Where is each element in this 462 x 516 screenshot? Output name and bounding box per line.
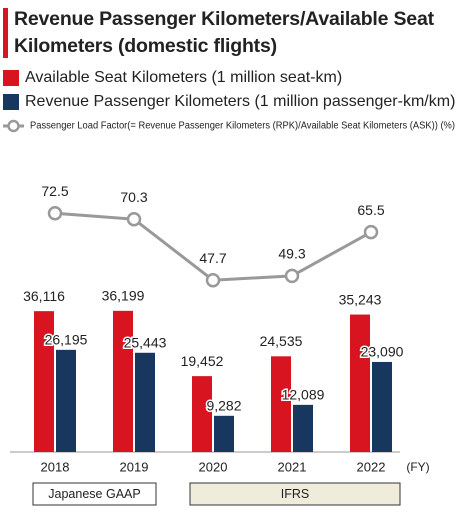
value-label: 72.5 [41, 183, 68, 199]
bar [372, 361, 392, 452]
line-marker [363, 224, 379, 240]
legend-label: Revenue Passenger Kilometers (1 million … [25, 93, 455, 110]
value-label: 70.3 [120, 189, 147, 205]
legend-marker [7, 119, 20, 133]
x-tick-label: 2019 [120, 459, 149, 474]
value-label: 26,195 [45, 332, 88, 348]
value-label: 47.7 [199, 250, 226, 266]
line-marker [205, 272, 221, 288]
value-label: 36,116 [23, 288, 65, 304]
value-label: 23,090 [361, 344, 404, 360]
bar [113, 310, 133, 452]
x-tick-label: 2020 [199, 459, 228, 474]
bar [34, 311, 54, 452]
x-tick-label: 2021 [278, 459, 307, 474]
line [54, 211, 372, 282]
value-label: 35,243 [339, 291, 382, 307]
bar [56, 349, 76, 452]
x-tick-label: 2022 [357, 459, 386, 474]
bar [214, 415, 234, 452]
segment-box [32, 482, 157, 506]
legend-label: Passenger Load Factor(= Revenue Passenge… [30, 121, 455, 132]
value-label: 25,443 [124, 334, 167, 350]
bar [293, 404, 313, 452]
bar [350, 314, 370, 452]
legend-label: Available Seat Kilometers (1 million sea… [25, 69, 342, 86]
line-marker [126, 211, 142, 227]
value-label: 36,199 [102, 288, 145, 304]
x-unit: (FY) [406, 460, 429, 474]
legend-swatch [3, 70, 19, 86]
value-label: 49.3 [278, 246, 305, 262]
line-marker [284, 268, 300, 284]
bar [271, 356, 291, 452]
value-label: 24,535 [260, 333, 303, 349]
bar [135, 352, 155, 452]
segment-box [189, 482, 401, 506]
chart-title: Revenue Passenger Kilometers/Available S… [14, 8, 434, 57]
segment-label: Japanese GAAP [48, 487, 140, 501]
value-label: 12,089 [282, 387, 325, 403]
value-label: 65.5 [357, 202, 384, 218]
legend-swatch [3, 94, 19, 110]
line-marker [47, 206, 63, 221]
value-label: 19,452 [181, 353, 224, 369]
segment-label: IFRS [281, 487, 309, 501]
bar [192, 376, 212, 452]
x-tick-label: 2018 [41, 459, 70, 474]
value-label: 9,282 [206, 398, 241, 414]
title-accent [3, 8, 8, 58]
